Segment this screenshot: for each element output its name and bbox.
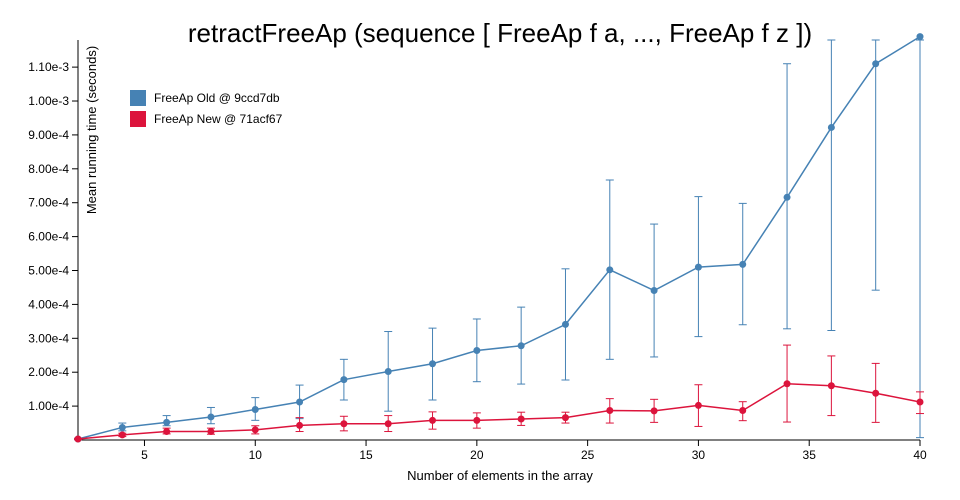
data-point	[163, 418, 171, 426]
y-tick-label: 1.10e-3	[28, 60, 69, 74]
y-axis-label: Mean running time (seconds)	[84, 46, 99, 214]
data-point	[384, 420, 392, 428]
x-tick-label: 35	[803, 448, 817, 462]
data-point	[296, 398, 304, 406]
data-point	[207, 413, 215, 421]
data-point	[561, 414, 569, 422]
data-point	[163, 428, 171, 436]
data-point	[429, 416, 437, 424]
x-tick-label: 25	[581, 448, 595, 462]
y-tick-label: 7.00e-4	[28, 196, 69, 210]
x-tick-label: 30	[692, 448, 706, 462]
data-point	[694, 401, 702, 409]
data-point	[739, 260, 747, 268]
data-point	[606, 266, 614, 274]
data-point	[473, 347, 481, 355]
chart-title: retractFreeAp (sequence [ FreeAp f a, ..…	[188, 18, 812, 48]
data-point	[251, 426, 259, 434]
data-point	[118, 423, 126, 431]
data-point	[872, 389, 880, 397]
y-tick-label: 1.00e-3	[28, 94, 69, 108]
x-tick-label: 15	[359, 448, 373, 462]
data-point	[561, 320, 569, 328]
series-line	[77, 35, 921, 440]
data-point	[429, 360, 437, 368]
legend-label: FreeAp New @ 71acf67	[154, 112, 283, 126]
data-point	[606, 407, 614, 415]
data-point	[916, 33, 924, 41]
series-layer	[74, 33, 924, 443]
legend-label: FreeAp Old @ 9ccd7db	[154, 91, 280, 105]
data-point	[296, 421, 304, 429]
data-point	[74, 435, 82, 443]
y-tick-label: 2.00e-4	[28, 365, 69, 379]
data-point	[517, 415, 525, 423]
x-tick-label: 20	[470, 448, 484, 462]
data-point	[650, 287, 658, 295]
data-point	[783, 193, 791, 201]
series-2	[74, 344, 924, 443]
series-line	[77, 382, 921, 440]
data-point	[340, 420, 348, 428]
x-axis: 5 10 15 20 25 30 35 40	[78, 439, 927, 462]
y-tick-label: 8.00e-4	[28, 162, 69, 176]
y-axis: 1.00e-4 2.00e-4 3.00e-4 4.00e-4 5.00e-4 6.00e…	[28, 40, 79, 440]
data-point	[118, 431, 126, 439]
data-point	[694, 263, 702, 271]
x-axis-label: Number of elements in the array	[407, 468, 593, 483]
data-point	[207, 428, 215, 436]
data-point	[916, 398, 924, 406]
data-point	[650, 407, 658, 415]
data-point	[827, 382, 835, 390]
y-tick-label: 3.00e-4	[28, 331, 69, 345]
y-tick-label: 9.00e-4	[28, 128, 69, 142]
data-point	[251, 405, 259, 413]
legend: FreeAp Old @ 9ccd7db FreeAp New @ 71acf67	[130, 90, 283, 127]
data-point	[739, 407, 747, 415]
y-tick-label: 4.00e-4	[28, 297, 69, 311]
x-tick-label: 5	[141, 448, 148, 462]
data-point	[473, 416, 481, 424]
data-point	[340, 376, 348, 384]
data-point	[517, 342, 525, 350]
x-tick-label: 10	[249, 448, 263, 462]
data-point	[783, 380, 791, 388]
data-point	[827, 123, 835, 131]
x-tick-label: 40	[913, 448, 927, 462]
legend-swatch	[130, 90, 146, 106]
y-tick-label: 6.00e-4	[28, 230, 69, 244]
y-tick-label: 1.00e-4	[28, 399, 69, 413]
data-point	[872, 60, 880, 68]
data-point	[384, 368, 392, 376]
legend-swatch	[130, 111, 146, 127]
y-tick-label: 5.00e-4	[28, 264, 69, 278]
